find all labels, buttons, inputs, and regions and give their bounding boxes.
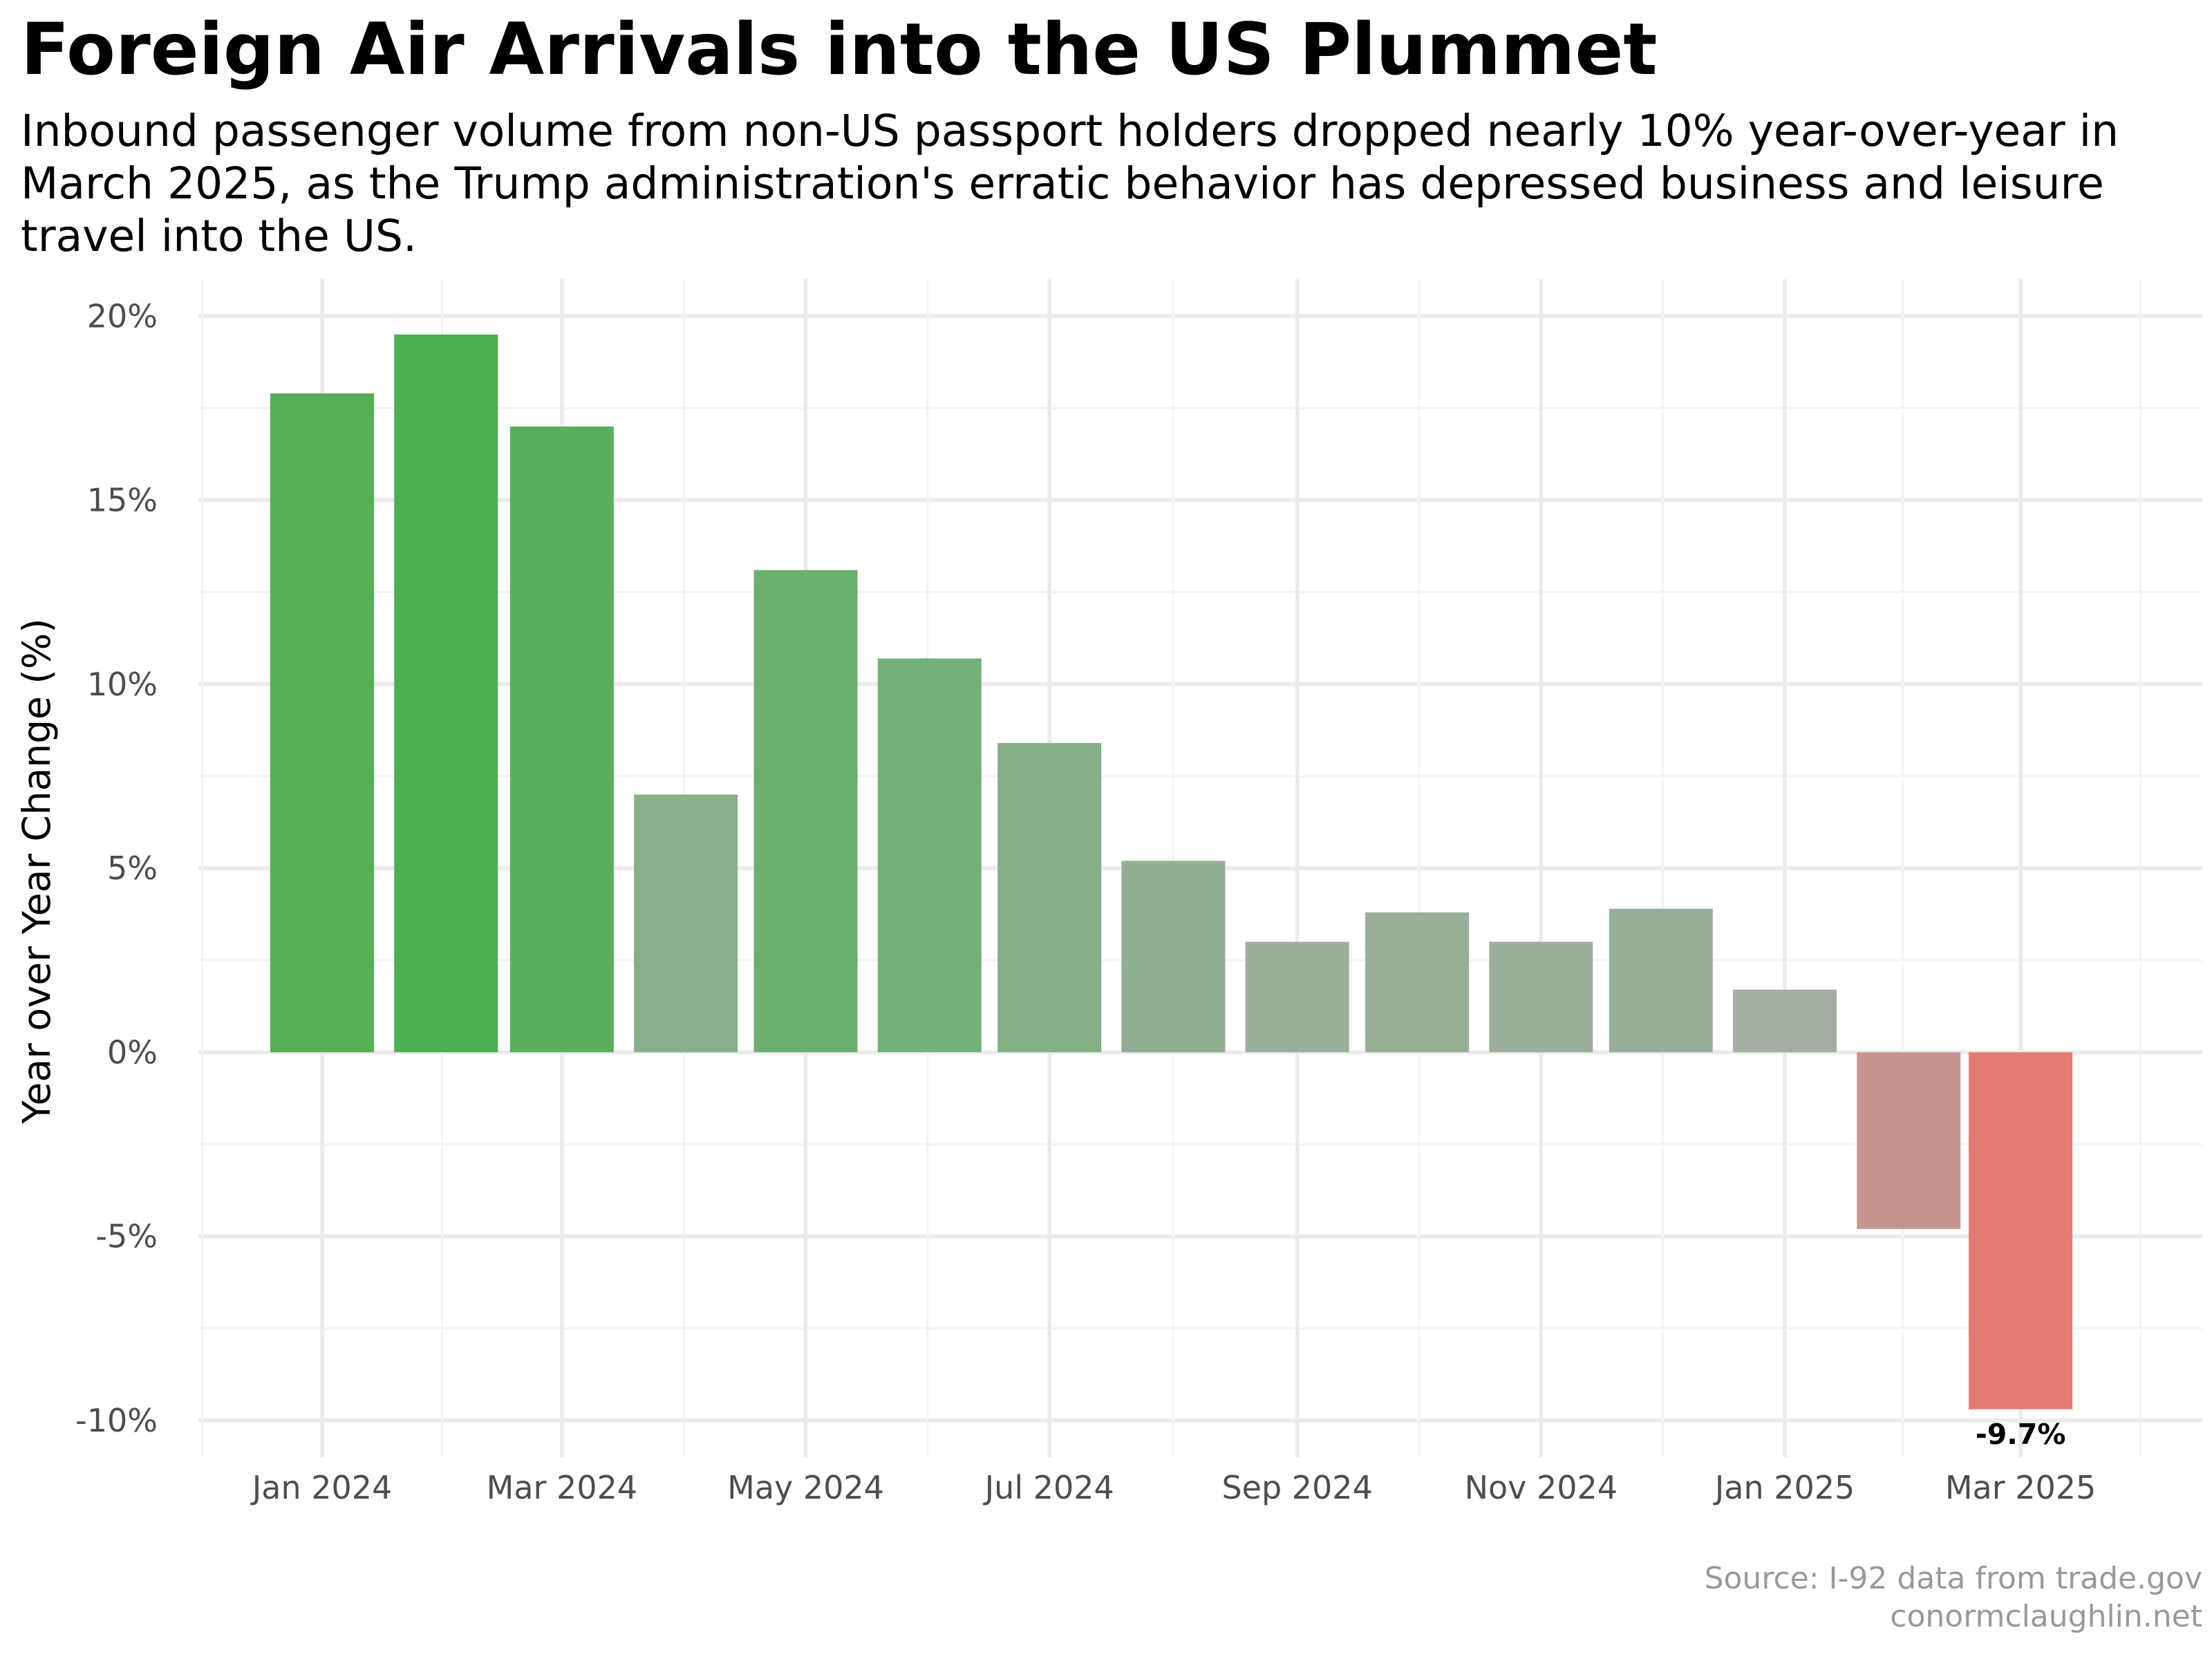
data-label-2025-03: -9.7% — [1976, 1418, 2066, 1451]
y-tick-label: 5% — [107, 850, 158, 887]
bar-2025-01 — [1732, 989, 1837, 1053]
bar-2024-01 — [270, 393, 374, 1053]
x-tick-label: Mar 2025 — [1945, 1469, 2096, 1506]
bar-2024-12 — [1609, 908, 1713, 1053]
x-tick-label: Sep 2024 — [1221, 1469, 1372, 1506]
bar-2024-04 — [634, 794, 738, 1053]
bar-2025-03 — [1969, 1052, 2073, 1409]
y-tick-label: 10% — [87, 666, 158, 703]
x-tick-label: Jul 2024 — [983, 1469, 1114, 1506]
y-axis-title: Year over Year Change (%) — [15, 618, 59, 1124]
y-tick-label: 15% — [87, 482, 158, 519]
source-caption: Source: I-92 data from trade.gov conormc… — [1705, 1559, 2202, 1635]
x-tick-label: May 2024 — [727, 1469, 884, 1506]
tick-labels: -9.7% -10% -5% 0% 5% 10% 15% 20% Jan 2024 Mar 202… — [75, 297, 2096, 1506]
chart-subtitle: Inbound passenger volume from non-US pas… — [21, 106, 2119, 261]
bar-2024-07 — [997, 742, 1102, 1053]
bar-2024-06 — [877, 658, 982, 1053]
x-tick-label: Jan 2025 — [1713, 1469, 1855, 1506]
caption-site: conormclaughlin.net — [1890, 1599, 2202, 1634]
x-tick-label: Jan 2024 — [250, 1469, 393, 1506]
y-tick-label: -5% — [95, 1218, 158, 1255]
x-tick-label: Nov 2024 — [1465, 1469, 1618, 1506]
caption-source: Source: I-92 data from trade.gov — [1704, 1561, 2202, 1596]
x-tick-label: Mar 2024 — [487, 1469, 637, 1506]
bar-2024-03 — [509, 427, 614, 1053]
bar-2024-05 — [753, 570, 858, 1053]
chart-title: Foreign Air Arrivals into the US Plummet — [21, 8, 1658, 91]
y-tick-label: -10% — [75, 1402, 158, 1439]
bars — [270, 334, 2073, 1409]
y-tick-label: 20% — [87, 297, 158, 335]
bar-2024-11 — [1489, 941, 1593, 1053]
bar-2024-02 — [394, 334, 498, 1053]
bar-2024-09 — [1245, 941, 1349, 1053]
bar-2024-10 — [1365, 912, 1470, 1053]
bar-2024-08 — [1121, 861, 1226, 1053]
y-tick-label: 0% — [107, 1033, 158, 1071]
bar-2025-02 — [1857, 1052, 1961, 1229]
